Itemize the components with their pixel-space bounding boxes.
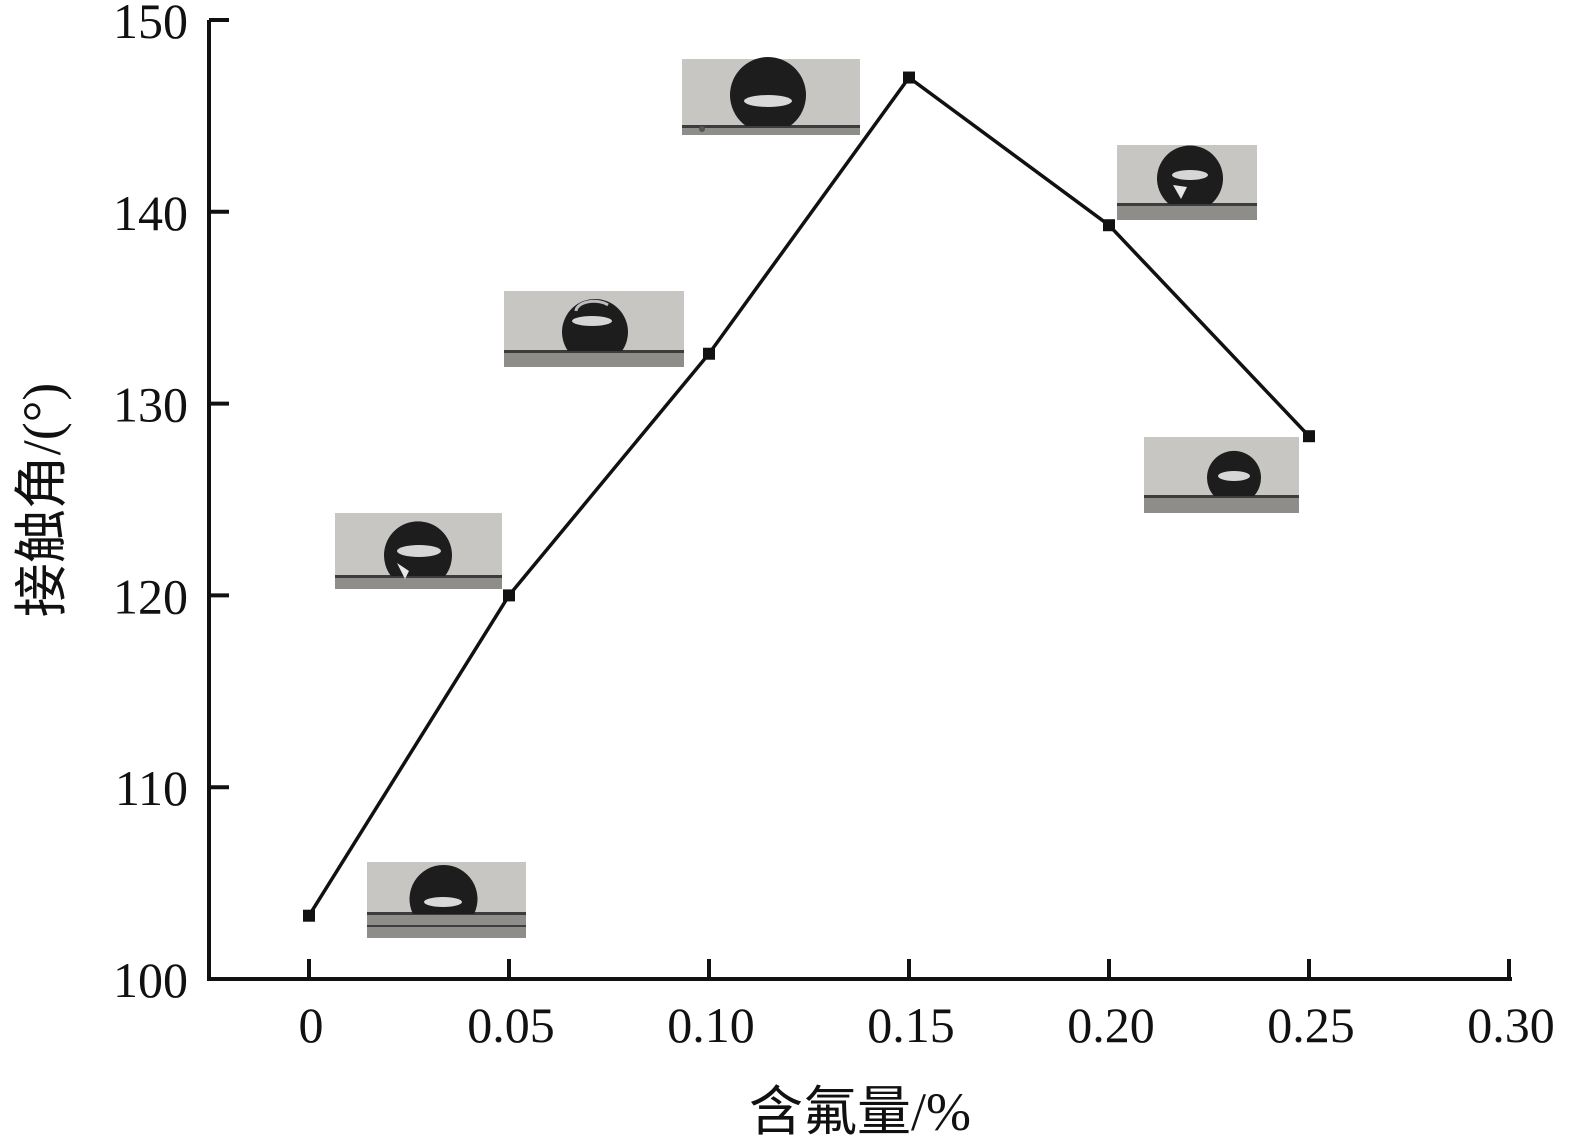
droplet-photo-1 — [335, 513, 502, 589]
x-axis-ticks: 0 0.05 0.10 0.15 0.20 0.25 0.30 — [299, 959, 1555, 1053]
y-tick-label: 140 — [113, 185, 188, 241]
y-tick-label: 150 — [113, 0, 188, 49]
x-tick-label: 0 — [299, 997, 324, 1053]
x-tick-label: 0.20 — [1067, 997, 1155, 1053]
x-tick-label: 0.15 — [867, 997, 955, 1053]
y-tick-label: 100 — [113, 952, 188, 1008]
data-point-marker — [703, 347, 715, 360]
data-point-marker — [303, 909, 315, 922]
data-point-marker — [1303, 430, 1315, 443]
data-point-marker — [1103, 219, 1115, 232]
droplet-photo-5 — [1144, 437, 1299, 513]
x-tick-label: 0.05 — [467, 997, 555, 1053]
data-point-marker — [503, 589, 515, 602]
droplet-photos — [335, 57, 1299, 938]
x-tick-label: 0.10 — [667, 997, 755, 1053]
y-tick-label: 110 — [115, 760, 188, 816]
droplet-photo-3 — [682, 57, 860, 135]
y-tick-label: 130 — [113, 377, 188, 433]
y-axis-ticks: 100 110 120 130 140 150 — [113, 0, 229, 1008]
x-tick-label: 0.25 — [1267, 997, 1355, 1053]
x-axis-title: 含氟量/% — [749, 1082, 971, 1141]
series-contact-angle — [303, 71, 1315, 922]
x-tick-label: 0.30 — [1467, 997, 1555, 1053]
y-tick-label: 120 — [113, 568, 188, 624]
series-line — [307, 75, 1311, 917]
y-axis-title: 接触角/(°) — [12, 383, 72, 618]
data-point-marker — [903, 71, 915, 84]
droplet-photo-2 — [504, 291, 684, 367]
droplet-photo-4 — [1117, 145, 1257, 220]
droplet-photo-0 — [367, 862, 526, 938]
